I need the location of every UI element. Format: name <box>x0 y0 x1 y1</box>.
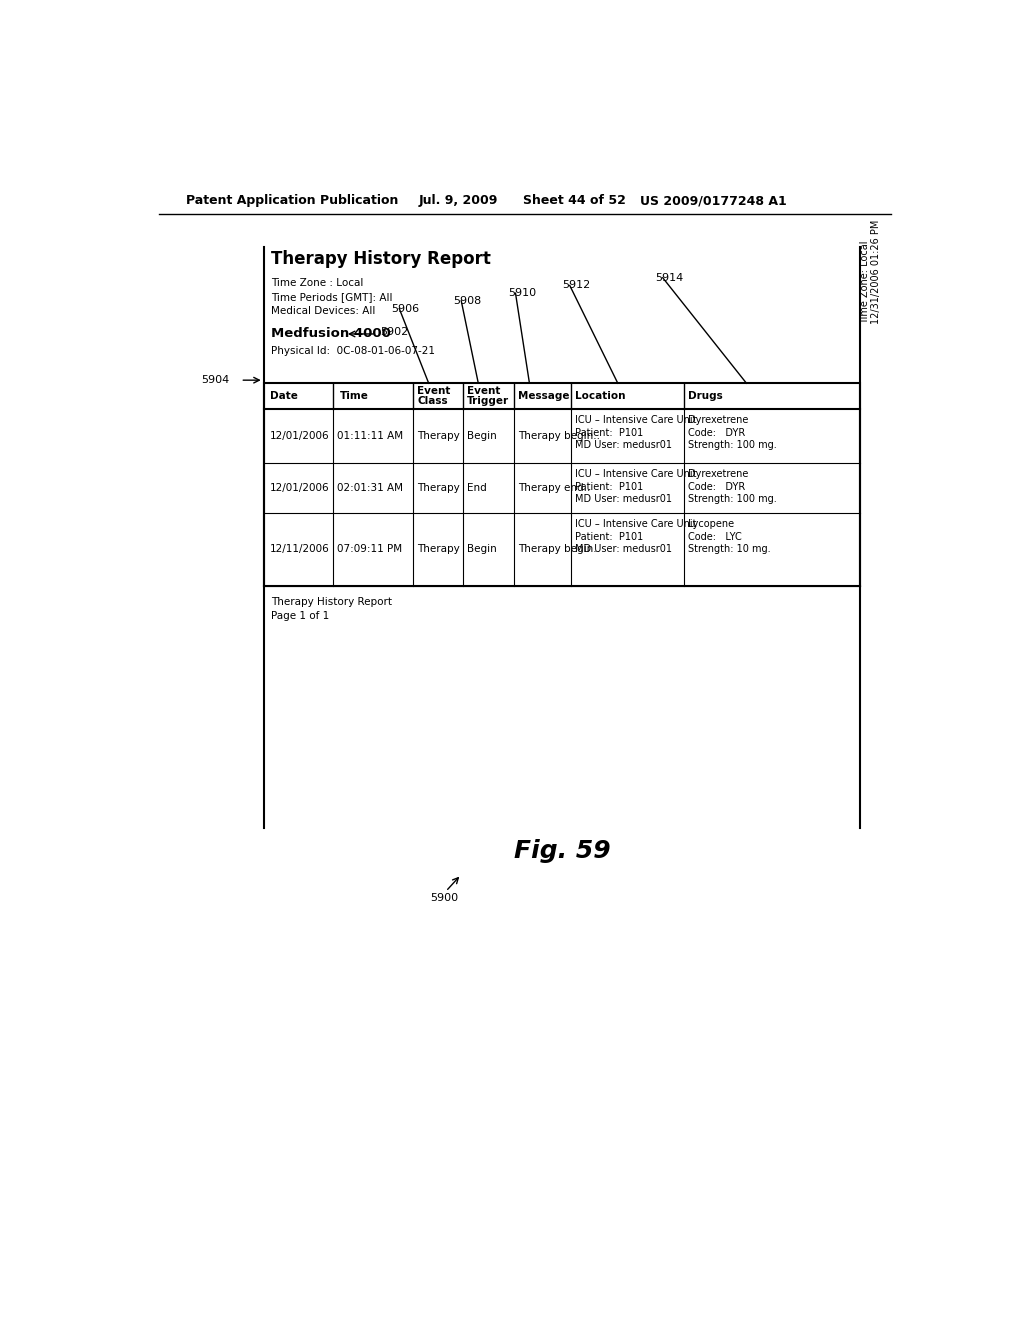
Text: Time Zone : Local: Time Zone : Local <box>271 279 364 288</box>
Text: Drugs: Drugs <box>688 391 723 401</box>
Text: Therapy begin..: Therapy begin.. <box>518 430 600 441</box>
Text: 5906: 5906 <box>391 304 420 314</box>
Text: 5914: 5914 <box>655 273 683 282</box>
Text: Location: Location <box>575 391 626 401</box>
Text: Time: Time <box>340 391 369 401</box>
Text: Medfusion 4000: Medfusion 4000 <box>271 327 391 341</box>
Text: 07:09:11 PM: 07:09:11 PM <box>337 544 402 554</box>
Text: Therapy History Report: Therapy History Report <box>271 249 492 268</box>
Text: Event
Class: Event Class <box>417 385 451 407</box>
Text: Sheet 44 of 52: Sheet 44 of 52 <box>523 194 626 207</box>
Text: Therapy: Therapy <box>417 430 460 441</box>
Text: 5908: 5908 <box>454 296 481 306</box>
Text: Physical Id:  0C-08-01-06-07-21: Physical Id: 0C-08-01-06-07-21 <box>271 346 435 356</box>
Text: Lycopene
Code:   LYC
Strength: 10 mg.: Lycopene Code: LYC Strength: 10 mg. <box>688 519 771 554</box>
Text: Begin: Begin <box>467 544 497 554</box>
Bar <box>263 383 860 409</box>
Text: Time Zone: Local
12/31/2006 01:26 PM: Time Zone: Local 12/31/2006 01:26 PM <box>860 219 882 323</box>
Text: 5904: 5904 <box>202 375 229 385</box>
Text: Begin: Begin <box>467 430 497 441</box>
Text: Message: Message <box>518 391 569 401</box>
Text: Therapy: Therapy <box>417 544 460 554</box>
Text: 5900: 5900 <box>430 892 459 903</box>
Text: Medical Devices: All: Medical Devices: All <box>271 306 376 315</box>
Text: 12/01/2006: 12/01/2006 <box>270 430 330 441</box>
Text: ICU – Intensive Care Unit
Patient:  P101
MD User: medusr01: ICU – Intensive Care Unit Patient: P101 … <box>575 519 696 554</box>
Text: ICU – Intensive Care Unit
Patient:  P101
MD User: medusr01: ICU – Intensive Care Unit Patient: P101 … <box>575 469 696 504</box>
Text: Patent Application Publication: Patent Application Publication <box>186 194 398 207</box>
Text: Therapy: Therapy <box>417 483 460 492</box>
Text: Jul. 9, 2009: Jul. 9, 2009 <box>419 194 498 207</box>
Text: Date: Date <box>270 391 298 401</box>
Text: ICU – Intensive Care Unit
Patient:  P101
MD User: medusr01: ICU – Intensive Care Unit Patient: P101 … <box>575 414 696 450</box>
Text: 12/11/2006: 12/11/2006 <box>270 544 330 554</box>
Text: End: End <box>467 483 486 492</box>
Text: Therapy History Report: Therapy History Report <box>271 598 392 607</box>
Text: Fig. 59: Fig. 59 <box>514 840 610 863</box>
Text: Therapy end..: Therapy end.. <box>518 483 590 492</box>
Text: 5902: 5902 <box>380 326 409 337</box>
Text: US 2009/0177248 A1: US 2009/0177248 A1 <box>640 194 786 207</box>
Text: Page 1 of 1: Page 1 of 1 <box>271 611 330 622</box>
Text: Dyrexetrene
Code:   DYR
Strength: 100 mg.: Dyrexetrene Code: DYR Strength: 100 mg. <box>688 469 777 504</box>
Text: 5912: 5912 <box>562 280 590 290</box>
Text: 12/01/2006: 12/01/2006 <box>270 483 330 492</box>
Text: 01:11:11 AM: 01:11:11 AM <box>337 430 403 441</box>
Text: Event
Trigger: Event Trigger <box>467 385 509 407</box>
Text: 5910: 5910 <box>508 288 536 298</box>
Text: Dyrexetrene
Code:   DYR
Strength: 100 mg.: Dyrexetrene Code: DYR Strength: 100 mg. <box>688 414 777 450</box>
Text: Time Periods [GMT]: All: Time Periods [GMT]: All <box>271 292 393 302</box>
Text: Therapy begin..: Therapy begin.. <box>518 544 600 554</box>
Text: 02:01:31 AM: 02:01:31 AM <box>337 483 403 492</box>
